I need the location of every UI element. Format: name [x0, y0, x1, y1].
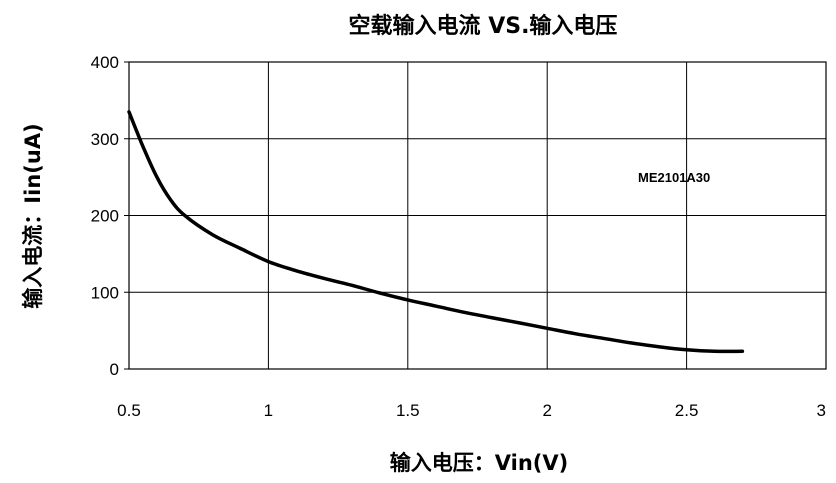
- x-tick-label: 1: [264, 401, 273, 420]
- x-axis-label: 输入电压：Vin(V): [390, 451, 568, 475]
- y-axis-label: 输入电流：Iin(uA): [21, 123, 45, 308]
- x-tick-label: 1.5: [396, 401, 420, 420]
- series-group: [127, 110, 745, 354]
- x-tick-label: 3: [817, 401, 826, 420]
- x-tick-label: 2.5: [675, 401, 699, 420]
- x-tick-label: 2: [542, 401, 551, 420]
- y-tick-label: 100: [91, 283, 119, 302]
- grid: [124, 61, 826, 370]
- y-tick-label: 400: [91, 53, 119, 72]
- y-tick-label: 300: [91, 130, 119, 149]
- x-tick-labels: 0.5 1 1.5 2 2.5 3: [117, 401, 826, 420]
- series-line: [127, 110, 745, 354]
- y-tick-label: 200: [91, 207, 119, 226]
- chart-title: 空载输入电流 VS.输入电压: [349, 13, 618, 39]
- y-tick-label: 0: [110, 360, 119, 379]
- annotation-label: ME2101A30: [638, 170, 710, 185]
- y-tick-labels: 0 100 200 300 400: [91, 53, 119, 379]
- x-tick-label: 0.5: [117, 401, 141, 420]
